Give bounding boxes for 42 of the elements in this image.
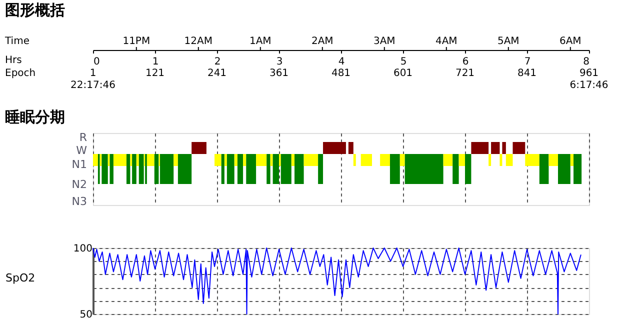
x-tick-label: 2 xyxy=(214,56,221,68)
text: 5AM xyxy=(497,36,520,47)
text: Epoch xyxy=(5,68,36,79)
text: 601 xyxy=(393,68,413,79)
x-tick-label: 5 xyxy=(400,56,407,68)
text: 841 xyxy=(517,68,537,79)
text: N3 xyxy=(72,195,87,208)
text: 11PM xyxy=(122,36,150,47)
x-tick-label: 7 xyxy=(524,56,531,68)
text: Hrs xyxy=(5,55,22,66)
text: 1 xyxy=(90,68,96,79)
text: 121 xyxy=(145,68,165,79)
x-tick-label: 0 xyxy=(94,56,100,68)
text: 1AM xyxy=(249,36,272,47)
text: 6:17:46 xyxy=(570,80,608,91)
x-tick-label: 8 xyxy=(583,56,590,68)
y-tick-label: 50 xyxy=(80,310,92,320)
text: 721 xyxy=(455,68,475,79)
y-tick-label: 100 xyxy=(73,244,92,254)
x-tick-label: 1 xyxy=(152,56,159,68)
text: Time xyxy=(4,36,30,47)
text: 12AM xyxy=(184,36,212,47)
x-tick-label: 4 xyxy=(338,56,345,68)
text: 22:17:46 xyxy=(70,80,116,91)
y-axis-title: SpO2 xyxy=(6,272,36,284)
text: 961 xyxy=(579,68,599,79)
text: 2AM xyxy=(311,36,334,47)
chart-title: 睡眠分期 xyxy=(5,108,65,126)
line-series xyxy=(92,248,582,314)
text: 3AM xyxy=(373,36,396,47)
text: R xyxy=(79,131,88,144)
text: 241 xyxy=(207,68,227,79)
text: 481 xyxy=(331,68,351,79)
text: N2 xyxy=(72,178,87,191)
x-tick-label: 3 xyxy=(276,56,283,68)
text: 6AM xyxy=(559,36,582,47)
text: W xyxy=(76,144,88,157)
text: 361 xyxy=(269,68,289,79)
text: 图形概括 xyxy=(5,1,65,19)
text: 4AM xyxy=(435,36,458,47)
x-tick-label: 6 xyxy=(462,56,469,68)
text: N1 xyxy=(72,158,87,171)
